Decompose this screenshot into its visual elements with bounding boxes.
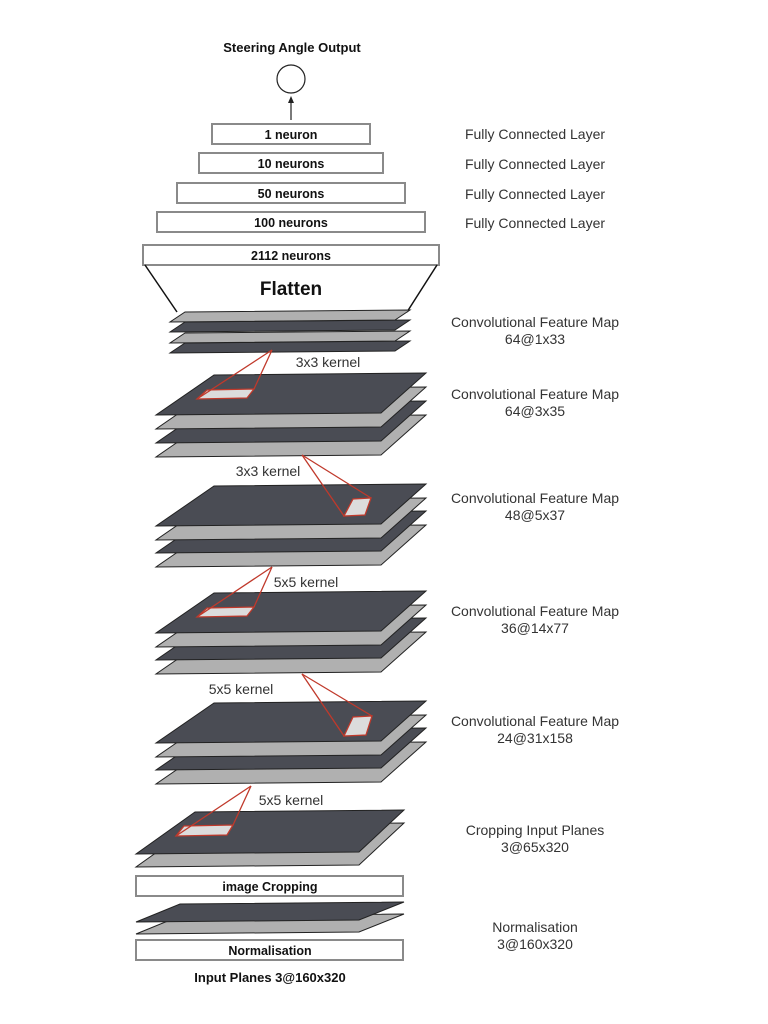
feature-map-stack-48x5x37: [154, 483, 428, 568]
kernel-patch: [342, 715, 373, 737]
feature-map-4-dims: 36@14x77: [501, 620, 569, 636]
output-neuron-circle: [276, 64, 306, 94]
kernel-patch: [174, 824, 235, 837]
image-cropping-box-label: image Cropping: [222, 880, 317, 894]
kernel-line: [301, 454, 372, 499]
flatten-label: Flatten: [260, 279, 322, 300]
normalisation-dims: 3@160x320: [497, 936, 573, 952]
normalisation-box-label: Normalisation: [228, 944, 311, 958]
feature-map-stack-24x31x158: [154, 700, 428, 785]
plane: [154, 483, 428, 527]
normalisation-planes: [135, 901, 405, 935]
feature-map-stack-36x14x77: [154, 590, 428, 675]
plane: [154, 372, 428, 416]
kernel-label-3: 5x5 kernel: [274, 574, 339, 590]
dense-box-4-label: 100 neurons: [254, 216, 328, 230]
feature-map-3-title: Convolutional Feature Map: [451, 490, 619, 506]
flatten-funnel-left: [144, 264, 178, 313]
dense-box-1: [211, 123, 371, 145]
kernel-line: [232, 785, 252, 826]
kernel-line: [301, 673, 345, 737]
kernel-line: [196, 566, 273, 618]
kernel-line: [301, 673, 373, 717]
dense-box-3-label: 50 neurons: [258, 187, 325, 201]
dense-layer-1-side-label: Fully Connected Layer: [465, 126, 605, 142]
kernel-label-1: 3x3 kernel: [296, 354, 361, 370]
dense-box-1-label: 1 neuron: [265, 128, 318, 142]
cropping-title: Cropping Input Planes: [466, 822, 605, 838]
flatten-funnel-right: [406, 264, 438, 313]
dense-box-2-label: 10 neurons: [258, 157, 325, 171]
output-arrow-head: [288, 96, 294, 103]
plane: [154, 700, 428, 744]
dense-layer-4-side-label: Fully Connected Layer: [465, 215, 605, 231]
feature-map-4-title: Convolutional Feature Map: [451, 603, 619, 619]
kernel-line: [253, 566, 273, 608]
kernel-patch: [342, 497, 372, 517]
kernel-line: [253, 349, 273, 390]
normalisation-title: Normalisation: [492, 919, 578, 935]
dense-box-2: [198, 152, 384, 174]
feature-map-5-title: Convolutional Feature Map: [451, 713, 619, 729]
plane: [168, 330, 412, 344]
image-cropping-box: [135, 875, 404, 897]
output-title: Steering Angle Output: [223, 40, 361, 55]
kernel-label-4: 5x5 kernel: [209, 681, 274, 697]
plane: [134, 809, 406, 855]
kernel-line: [301, 454, 345, 517]
normalisation-box: [135, 939, 404, 961]
feature-map-1-title: Convolutional Feature Map: [451, 314, 619, 330]
kernel-line: [196, 349, 273, 400]
input-planes-label: Input Planes 3@160x320: [194, 970, 345, 985]
dense-layer-2-side-label: Fully Connected Layer: [465, 156, 605, 172]
kernel-patch: [195, 388, 256, 400]
feature-map-3-dims: 48@5x37: [505, 507, 565, 523]
dense-layer-3-side-label: Fully Connected Layer: [465, 186, 605, 202]
feature-map-2-title: Convolutional Feature Map: [451, 386, 619, 402]
feature-map-2-dims: 64@3x35: [505, 403, 565, 419]
feature-map-1-dims: 64@1x33: [505, 331, 565, 347]
feature-map-5-dims: 24@31x158: [497, 730, 573, 746]
dense-box-3: [176, 182, 406, 204]
kernel-line: [175, 785, 252, 837]
flatten-box-label: 2112 neurons: [251, 249, 331, 263]
kernel-label-2: 3x3 kernel: [236, 463, 301, 479]
plane: [154, 590, 428, 634]
feature-map-stack-64x1x33: [168, 309, 412, 354]
dense-box-4: [156, 211, 426, 233]
kernel-label-5: 5x5 kernel: [259, 792, 324, 808]
plane: [135, 901, 405, 923]
cropping-dims: 3@65x320: [501, 839, 569, 855]
cropping-planes: [134, 809, 406, 868]
feature-map-stack-64x3x35: [154, 372, 428, 458]
plane: [168, 309, 412, 323]
flatten-box: [142, 244, 440, 266]
